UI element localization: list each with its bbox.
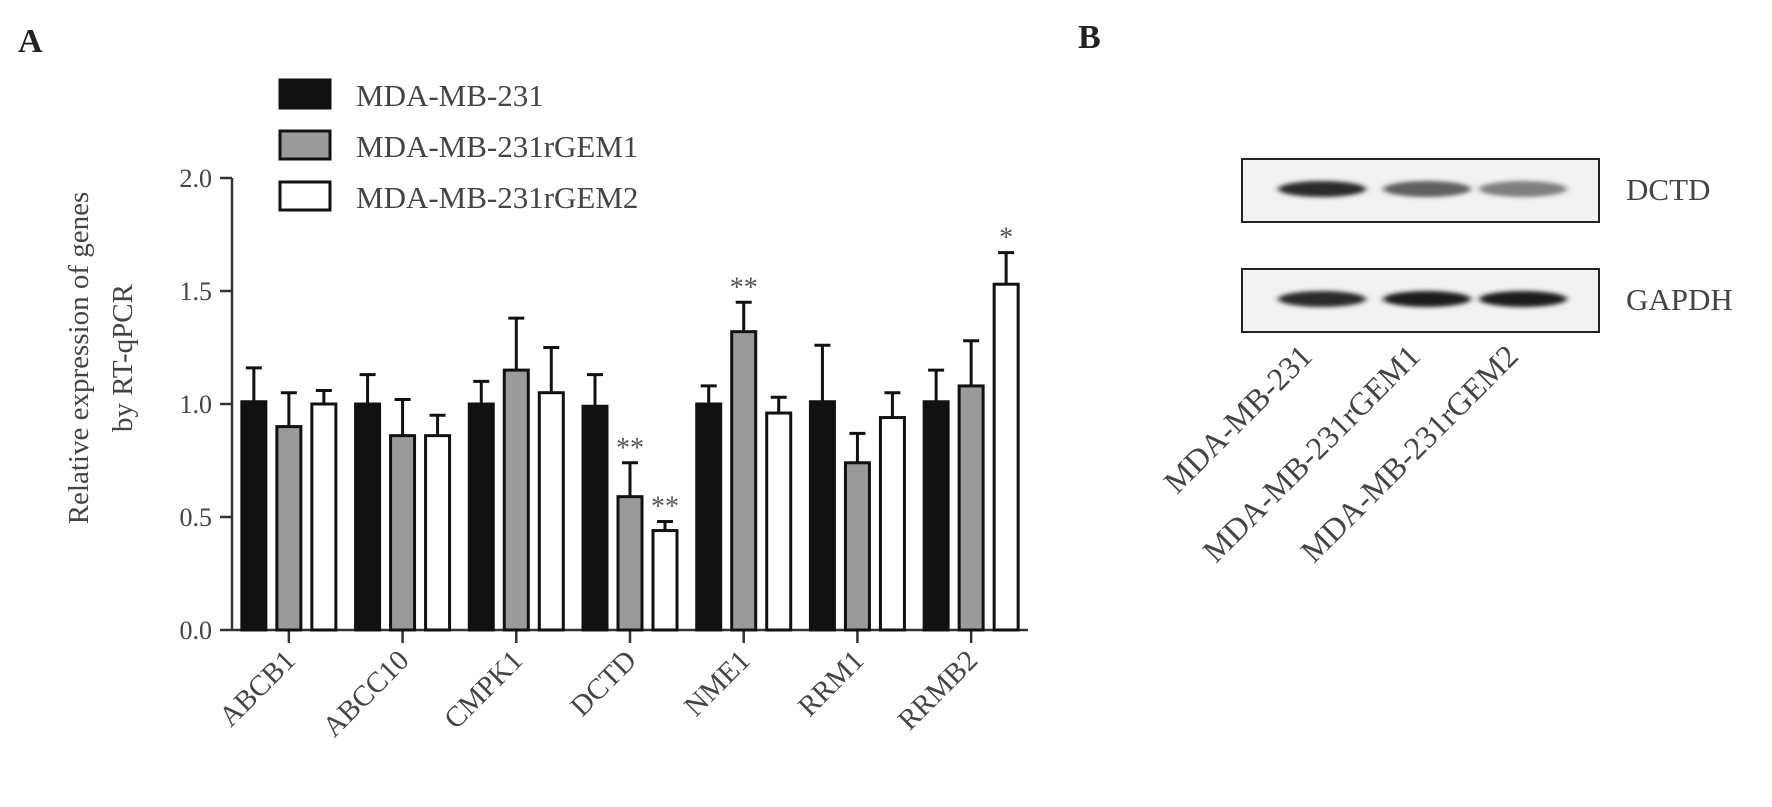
bar: [695, 402, 723, 632]
significance-marker: **: [651, 492, 679, 523]
legend-swatch-3: [278, 180, 332, 212]
bar: [310, 402, 338, 632]
significance-marker: **: [616, 433, 644, 464]
y-axis-title-line2: by RT-qPCR: [107, 283, 139, 432]
blot-band: [1383, 291, 1471, 307]
x-tick-label: NME1: [678, 644, 756, 722]
bar: [651, 529, 679, 632]
x-tick-label: RRMB2: [892, 644, 984, 736]
y-tick-label: 0.0: [180, 616, 213, 645]
blot-band: [1383, 181, 1471, 197]
x-tick-label: DCTD: [564, 644, 642, 722]
blot-band: [1278, 181, 1366, 197]
bar: [730, 330, 758, 632]
blot-label-gapdh: GAPDH: [1626, 282, 1733, 317]
y-axis-title-line1: Relative expression of genes: [63, 192, 95, 525]
bar: [354, 402, 382, 632]
legend-label-3: MDA-MB-231rGEM2: [356, 180, 638, 215]
legend: MDA-MB-231 MDA-MB-231rGEM1 MDA-MB-231rGE…: [278, 78, 638, 215]
bars: *******: [240, 223, 1020, 632]
x-axis: ABCB1 ABCC10 CMPK1 DCTD NME1 RRM1 RRMB2: [213, 628, 1028, 743]
significance-marker: *: [999, 223, 1013, 254]
bar: [957, 384, 985, 632]
blot-label-dctd: DCTD: [1626, 172, 1710, 207]
bar: [389, 434, 417, 632]
bar: [537, 391, 565, 632]
panel-b-label: B: [1078, 19, 1101, 56]
bar: [843, 461, 871, 632]
bar: [275, 425, 303, 632]
blot-band: [1278, 291, 1366, 307]
bar: [240, 400, 268, 632]
y-tick-label: 1.5: [180, 277, 213, 306]
bar: [992, 282, 1020, 632]
bar: [424, 434, 452, 632]
y-axis-title: Relative expression of genes by RT-qPCR: [63, 192, 139, 525]
y-axis: 0.0 0.5 1.0 1.5 2.0: [180, 164, 234, 645]
bar: [808, 400, 836, 632]
legend-swatch-2: [278, 129, 332, 161]
legend-item-2: MDA-MB-231rGEM1: [278, 129, 638, 164]
significance-marker: **: [730, 272, 758, 303]
legend-swatch-1: [278, 78, 332, 110]
bar: [502, 368, 530, 632]
legend-item-1: MDA-MB-231: [278, 78, 544, 113]
blot-band: [1479, 291, 1567, 307]
x-tick-label: ABCC10: [317, 644, 416, 743]
y-tick-label: 2.0: [180, 164, 213, 193]
bar: [581, 404, 609, 632]
panel-a-label: A: [18, 23, 43, 60]
bar: [878, 416, 906, 632]
y-tick-label: 1.0: [180, 390, 213, 419]
x-tick-label: RRM1: [792, 644, 870, 722]
y-tick-label: 0.5: [180, 503, 213, 532]
x-tick-label: CMPK1: [438, 644, 529, 735]
x-tick-label: ABCB1: [213, 644, 302, 733]
legend-label-2: MDA-MB-231rGEM1: [356, 129, 638, 164]
bar: [616, 495, 644, 632]
bar: [922, 400, 950, 632]
legend-item-3: MDA-MB-231rGEM2: [278, 180, 638, 215]
blot-band: [1479, 181, 1567, 197]
blot-row-dctd: DCTD: [1241, 158, 1710, 223]
bar: [765, 411, 793, 632]
blot-row-gapdh: GAPDH: [1241, 268, 1733, 333]
western-blot: DCTD GAPDH MDA-MB-231MDA-MB-231rGEM1MDA-…: [1156, 158, 1733, 569]
bar: [467, 402, 495, 632]
legend-label-1: MDA-MB-231: [356, 78, 544, 113]
